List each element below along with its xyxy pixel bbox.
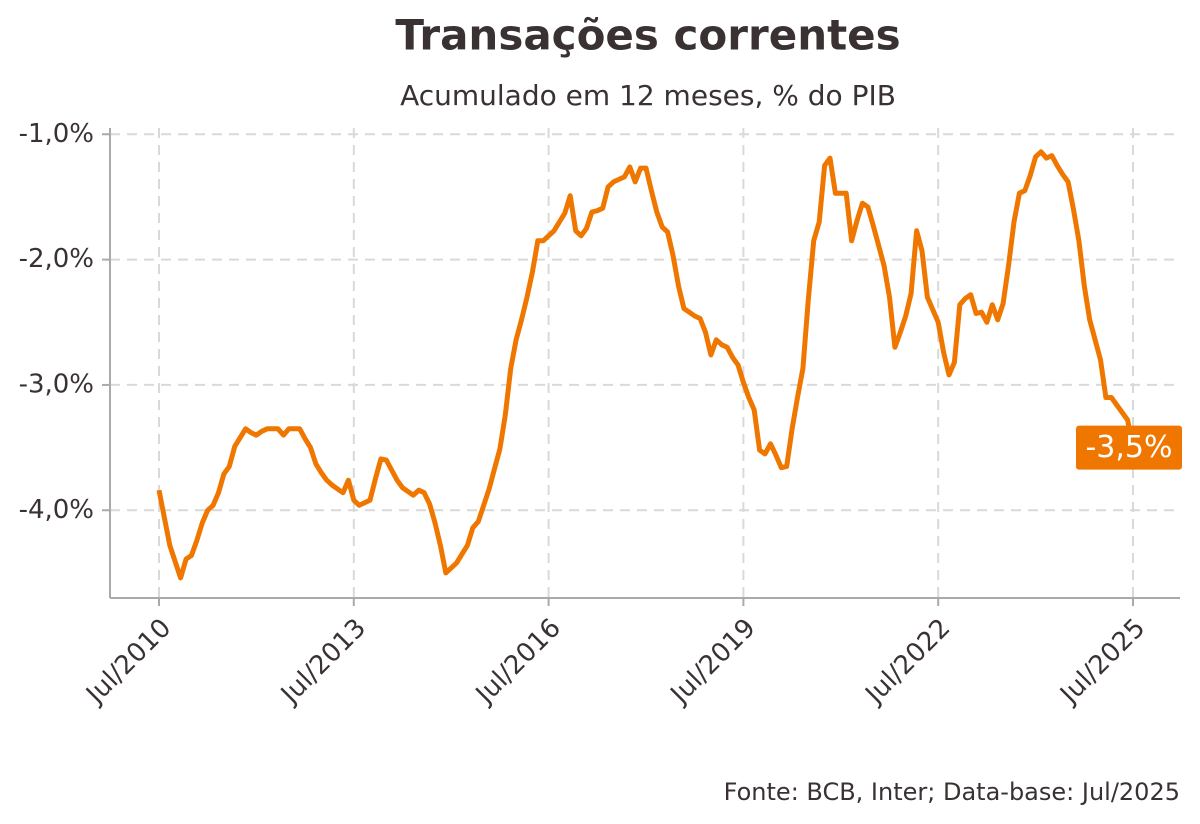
x-tick-label: Jul/2016 [469,613,567,711]
y-tick-label: -1,0% [19,119,94,149]
y-tick-label: -4,0% [19,495,94,525]
x-tick-label: Jul/2019 [664,613,762,711]
x-tick-label: Jul/2022 [859,613,957,711]
x-tick-label: Jul/2013 [274,613,372,711]
y-tick-label: -3,0% [19,369,94,399]
y-tick-label: -2,0% [19,244,94,274]
data-line [156,149,1136,581]
x-tick-label: Jul/2025 [1053,613,1151,711]
chart-subtitle: Acumulado em 12 meses, % do PIB [400,79,896,112]
end-label: -3,5% [1076,425,1182,470]
end-label-box [1076,425,1182,470]
x-tick-label: Jul/2010 [79,613,177,711]
source-note: Fonte: BCB, Inter; Data-base: Jul/2025 [724,778,1180,806]
chart-title: Transações correntes [395,11,900,60]
end-label-text: -3,5% [1085,430,1172,465]
